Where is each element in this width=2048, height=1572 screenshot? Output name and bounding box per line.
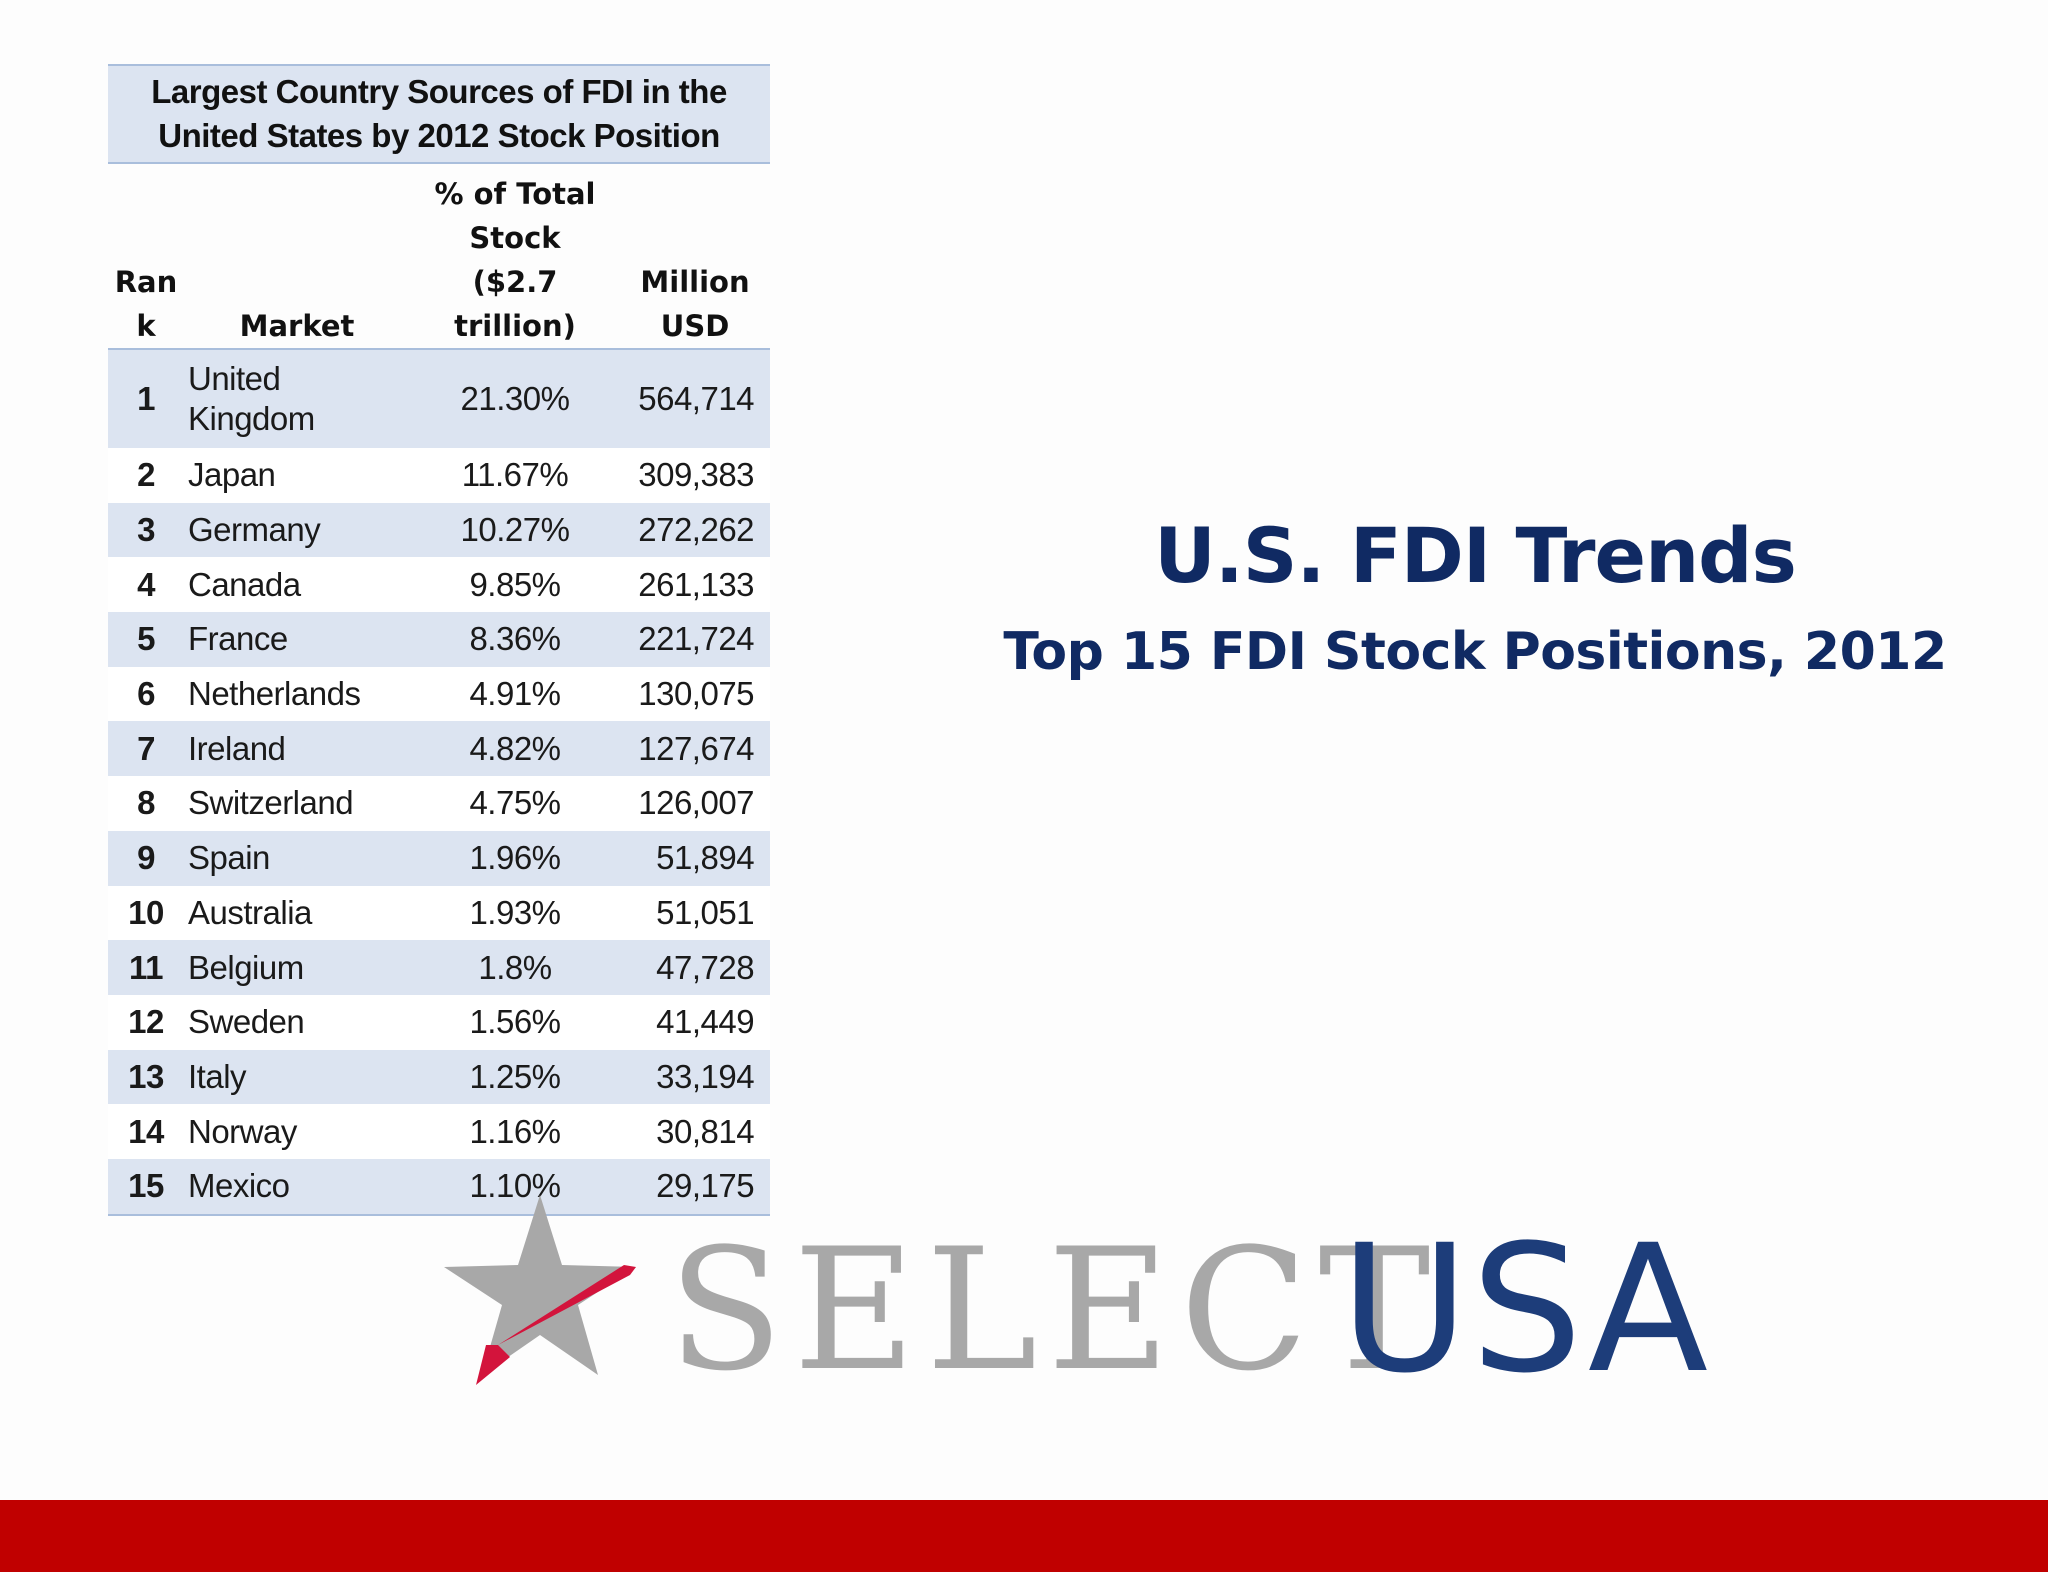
table-row: 13 Italy 1.25% 33,194	[108, 1049, 771, 1105]
market-cell: Mexico	[184, 1158, 410, 1216]
percent-cell: 1.56%	[410, 994, 620, 1050]
million-usd-cell: 564,714	[620, 349, 771, 448]
million-usd-cell: 221,724	[620, 612, 771, 667]
market-cell: Netherlands	[184, 666, 410, 722]
rank-cell: 3	[108, 502, 184, 558]
selectusa-logo: SELECT USA	[440, 1195, 1708, 1405]
percent-cell: 4.82%	[410, 721, 620, 777]
million-usd-cell: 127,674	[620, 721, 771, 777]
slide-title: U.S. FDI Trends	[1154, 511, 1797, 600]
column-header-market: Market	[184, 163, 410, 350]
percent-cell: 1.10%	[410, 1158, 620, 1216]
million-usd-cell: 272,262	[620, 502, 771, 558]
market-cell: Ireland	[184, 721, 410, 777]
table-row: 10 Australia 1.93% 51,051	[108, 885, 771, 941]
logo-text-select: SELECT	[668, 1212, 1441, 1408]
fdi-sources-table: Largest Country Sources of FDI in the Un…	[108, 64, 771, 1216]
market-cell: Italy	[184, 1049, 410, 1105]
percent-cell: 21.30%	[410, 349, 620, 448]
fdi-sources-table-container: Largest Country Sources of FDI in the Un…	[108, 64, 771, 1216]
table-row: 14 Norway 1.16% 30,814	[108, 1104, 771, 1159]
rank-cell: 10	[108, 885, 184, 941]
table-row: 7 Ireland 4.82% 127,674	[108, 721, 771, 777]
table-body: 1 United Kingdom 21.30% 564,714 2 Japan 11.67%…	[108, 349, 771, 1216]
million-usd-cell: 51,051	[620, 885, 771, 941]
rank-cell: 8	[108, 776, 184, 831]
rank-cell: 1	[108, 349, 184, 448]
column-header-rank: Ran k	[108, 163, 184, 350]
rank-cell: 5	[108, 612, 184, 667]
table-caption: Largest Country Sources of FDI in the Un…	[108, 64, 771, 164]
rank-cell: 9	[108, 830, 184, 886]
percent-cell: 9.85%	[410, 557, 620, 613]
slide-subtitle: Top 15 FDI Stock Positions, 2012	[1003, 622, 1947, 682]
rank-cell: 7	[108, 721, 184, 777]
column-header-million-usd: Million USD	[620, 163, 771, 350]
percent-cell: 11.67%	[410, 448, 620, 503]
rank-cell: 4	[108, 557, 184, 613]
million-usd-cell: 130,075	[620, 666, 771, 722]
million-usd-cell: 41,449	[620, 994, 771, 1050]
logo-text-usa: USA	[1340, 1207, 1711, 1412]
table-row: 6 Netherlands 4.91% 130,075	[108, 666, 771, 722]
table-row: 2 Japan 11.67% 309,383	[108, 448, 771, 503]
million-usd-cell: 33,194	[620, 1049, 771, 1105]
table-row: 3 Germany 10.27% 272,262	[108, 502, 771, 558]
rank-cell: 6	[108, 666, 184, 722]
table-row: 9 Spain 1.96% 51,894	[108, 830, 771, 886]
market-cell: Belgium	[184, 940, 410, 995]
market-cell: Japan	[184, 448, 410, 503]
column-header-percent-of-total: % of Total Stock ($2.7 trillion)	[410, 163, 620, 350]
percent-cell: 4.91%	[410, 666, 620, 722]
table-row: 15 Mexico 1.10% 29,175	[108, 1158, 771, 1216]
million-usd-cell: 30,814	[620, 1104, 771, 1159]
percent-cell: 1.8%	[410, 940, 620, 995]
percent-cell: 1.16%	[410, 1104, 620, 1159]
table-row: 12 Sweden 1.56% 41,449	[108, 994, 771, 1050]
million-usd-cell: 261,133	[620, 557, 771, 613]
percent-cell: 1.93%	[410, 885, 620, 941]
million-usd-cell: 126,007	[620, 776, 771, 831]
market-cell: Sweden	[184, 994, 410, 1050]
percent-cell: 10.27%	[410, 502, 620, 558]
percent-cell: 4.75%	[410, 776, 620, 831]
market-cell: Spain	[184, 830, 410, 886]
footer-bar	[0, 1500, 2048, 1572]
table-row: 11 Belgium 1.8% 47,728	[108, 940, 771, 995]
market-cell: Norway	[184, 1104, 410, 1159]
rank-cell: 14	[108, 1104, 184, 1159]
million-usd-cell: 51,894	[620, 830, 771, 886]
rank-cell: 12	[108, 994, 184, 1050]
market-cell: Canada	[184, 557, 410, 613]
million-usd-cell: 29,175	[620, 1158, 771, 1216]
market-cell: Germany	[184, 502, 410, 558]
market-cell: Australia	[184, 885, 410, 941]
star-with-red-arrow-icon	[444, 1195, 636, 1385]
table-header-row: Ran k Market % of Total Stock ($2.7 tril…	[108, 163, 771, 350]
table-row: 8 Switzerland 4.75% 126,007	[108, 776, 771, 831]
table-caption-row: Largest Country Sources of FDI in the Un…	[108, 64, 771, 164]
percent-cell: 8.36%	[410, 612, 620, 667]
million-usd-cell: 47,728	[620, 940, 771, 995]
rank-cell: 13	[108, 1049, 184, 1105]
table-row: 4 Canada 9.85% 261,133	[108, 557, 771, 613]
table-row: 5 France 8.36% 221,724	[108, 612, 771, 667]
million-usd-cell: 309,383	[620, 448, 771, 503]
percent-cell: 1.96%	[410, 830, 620, 886]
table-row: 1 United Kingdom 21.30% 564,714	[108, 349, 771, 448]
percent-cell: 1.25%	[410, 1049, 620, 1105]
rank-cell: 2	[108, 448, 184, 503]
rank-cell: 11	[108, 940, 184, 995]
rank-cell: 15	[108, 1158, 184, 1216]
market-cell: Switzerland	[184, 776, 410, 831]
market-cell: United Kingdom	[184, 349, 410, 448]
market-cell: France	[184, 612, 410, 667]
